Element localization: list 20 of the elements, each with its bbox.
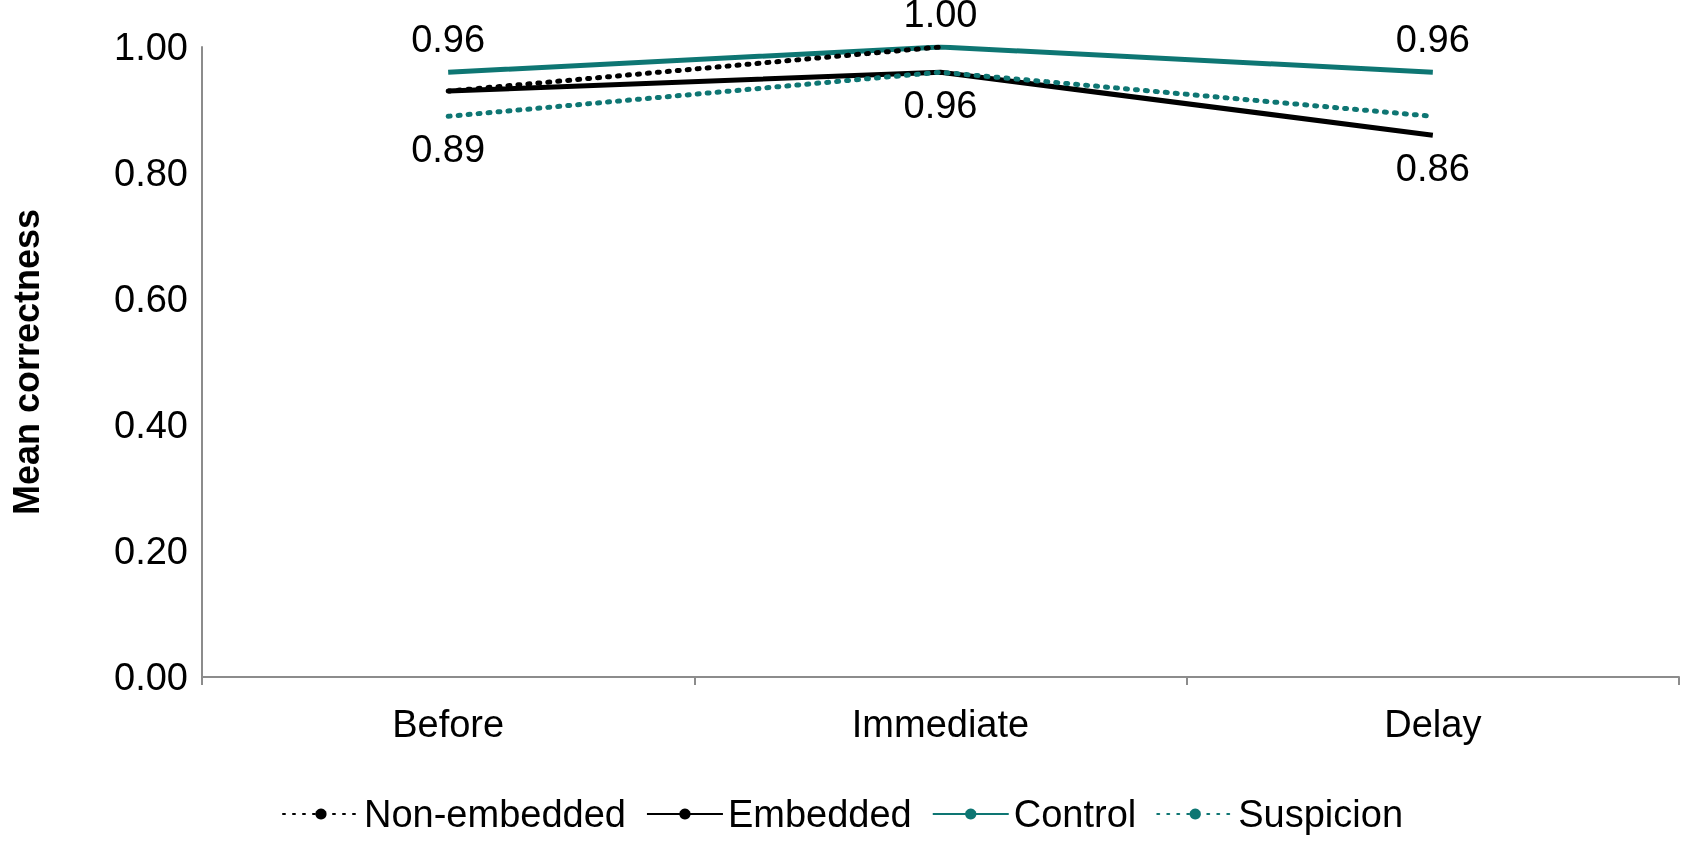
data-label: 0.96 (411, 18, 486, 61)
y-tick-label: 0.00 (114, 656, 188, 698)
data-label: 0.86 (1395, 147, 1470, 190)
x-tick-label: Before (392, 703, 505, 745)
data-label: 0.96 (903, 84, 978, 127)
data-label: 1.00 (903, 0, 978, 35)
y-tick-label: 0.20 (114, 530, 188, 572)
x-tick-label: Immediate (851, 703, 1030, 745)
legend-label: Suspicion (1238, 793, 1404, 835)
x-tick-label: Delay (1384, 703, 1482, 745)
y-tick-label: 0.80 (114, 152, 188, 194)
y-tick-label: 0.40 (114, 404, 188, 446)
y-axis-title: Mean correctness (5, 208, 47, 516)
y-tick-label: 0.60 (114, 278, 188, 320)
data-label: 0.89 (411, 128, 486, 171)
y-tick-label: 1.00 (114, 26, 188, 68)
data-label: 0.96 (1395, 18, 1470, 61)
legend-label: Embedded (727, 793, 912, 835)
legend-label: Control (1013, 793, 1137, 835)
legend-label: Non-embedded (363, 793, 626, 835)
